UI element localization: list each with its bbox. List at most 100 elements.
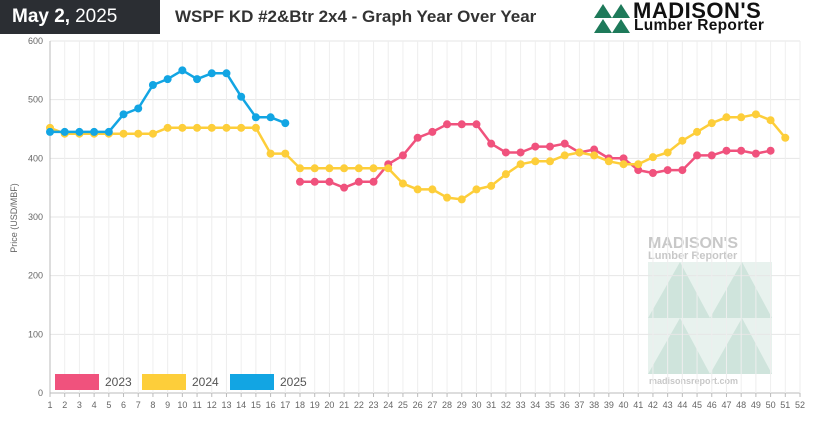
x-tick-label: 46	[707, 400, 717, 410]
data-point-2023	[310, 177, 319, 186]
logo-brand: MADISON'S	[633, 0, 762, 23]
data-point-2024	[119, 129, 128, 138]
y-tick-label: 0	[38, 388, 43, 398]
x-tick-label: 26	[413, 400, 423, 410]
data-point-2023	[737, 146, 746, 155]
data-point-2024	[457, 195, 466, 204]
legend-swatch	[55, 374, 99, 390]
y-tick-label: 100	[28, 329, 43, 339]
x-tick-label: 37	[574, 400, 584, 410]
data-point-2024	[516, 160, 525, 169]
data-point-2024	[693, 127, 702, 136]
legend-item-2023[interactable]: 2023	[55, 374, 132, 390]
data-point-2024	[443, 193, 452, 202]
x-tick-label: 42	[648, 400, 658, 410]
legend[interactable]: 2023 2024 2025	[55, 374, 307, 390]
series-2023	[296, 120, 775, 192]
y-axis-label: Price (USD/MBF)	[9, 183, 19, 253]
data-point-2023	[369, 177, 378, 186]
x-tick-label: 6	[121, 400, 126, 410]
data-point-2024	[193, 123, 202, 132]
data-point-2024	[501, 170, 510, 179]
watermark-mountains-icon	[648, 262, 772, 374]
x-tick-label: 23	[369, 400, 379, 410]
y-tick-label: 200	[28, 271, 43, 281]
data-point-2024	[266, 149, 275, 158]
x-tick-label: 10	[177, 400, 187, 410]
x-tick-label: 4	[92, 400, 97, 410]
data-point-2024	[222, 123, 231, 132]
x-tick-label: 29	[457, 400, 467, 410]
data-point-2024	[472, 185, 481, 194]
data-point-2023	[296, 177, 304, 186]
x-tick-label: 17	[280, 400, 290, 410]
data-point-2024	[428, 185, 437, 194]
data-point-2023	[501, 148, 510, 157]
x-tick-label: 51	[780, 400, 790, 410]
data-point-2024	[296, 164, 304, 173]
data-point-2023	[428, 127, 437, 136]
data-point-2025	[75, 127, 84, 136]
data-point-2024	[766, 116, 775, 125]
data-point-2024	[634, 160, 643, 169]
x-tick-label: 2	[62, 400, 67, 410]
data-point-2024	[398, 179, 407, 188]
x-tick-label: 1	[47, 400, 52, 410]
madisons-logo: MADISON'S Lumber Reporter	[593, 0, 821, 36]
data-point-2025	[60, 127, 69, 136]
x-tick-label: 15	[251, 400, 261, 410]
data-point-2023	[531, 142, 540, 151]
x-tick-label: 27	[427, 400, 437, 410]
x-ticks: 1 2 3 4 5 6 7 8 9 10 11 12 13 14 15 16 17 18 19 20 21 22 23 24 2…	[47, 400, 805, 410]
data-point-2024	[722, 113, 731, 122]
x-tick-label: 43	[663, 400, 673, 410]
x-tick-label: 36	[560, 400, 570, 410]
data-point-2023	[766, 146, 775, 155]
x-tick-label: 7	[136, 400, 141, 410]
data-point-2024	[369, 164, 378, 173]
x-tick-label: 3	[77, 400, 82, 410]
x-tick-label: 16	[266, 400, 276, 410]
data-point-2024	[487, 181, 496, 190]
x-tick-label: 14	[236, 400, 246, 410]
data-point-2024	[413, 185, 422, 194]
data-point-2024	[707, 119, 716, 128]
data-point-2023	[413, 133, 422, 142]
x-tick-label: 32	[501, 400, 511, 410]
legend-item-2024[interactable]: 2024	[142, 374, 219, 390]
data-point-2024	[251, 123, 260, 132]
date-year: 2025	[75, 6, 118, 27]
legend-label: 2024	[192, 375, 219, 389]
data-point-2025	[222, 69, 231, 78]
chart-title: WSPF KD #2&Btr 2x4 - Graph Year Over Yea…	[175, 7, 537, 26]
y-tick-label: 300	[28, 212, 43, 222]
data-point-2025	[134, 104, 143, 113]
date-month-day: May 2,	[12, 6, 71, 27]
legend-label: 2023	[105, 375, 132, 389]
data-point-2024	[310, 164, 319, 173]
data-point-2025	[163, 75, 172, 84]
x-tick-label: 9	[165, 400, 170, 410]
data-point-2024	[178, 123, 187, 132]
data-point-2023	[457, 120, 466, 129]
x-tick-label: 25	[398, 400, 408, 410]
data-point-2025	[266, 113, 275, 122]
x-tick-label: 12	[207, 400, 217, 410]
data-point-2024	[281, 149, 290, 158]
x-tick-label: 34	[530, 400, 540, 410]
x-tick-label: 30	[471, 400, 481, 410]
data-point-2025	[207, 69, 216, 78]
x-tick-label: 35	[545, 400, 555, 410]
data-point-2025	[237, 92, 246, 101]
x-tick-label: 21	[339, 400, 349, 410]
data-point-2023	[472, 120, 481, 129]
data-point-2025	[281, 119, 290, 128]
legend-item-2025[interactable]: 2025	[230, 374, 307, 390]
data-point-2023	[663, 166, 672, 175]
data-point-2024	[663, 148, 672, 157]
data-point-2024	[340, 164, 349, 173]
data-point-2023	[707, 151, 716, 160]
data-point-2023	[487, 139, 496, 148]
x-tick-label: 13	[221, 400, 231, 410]
